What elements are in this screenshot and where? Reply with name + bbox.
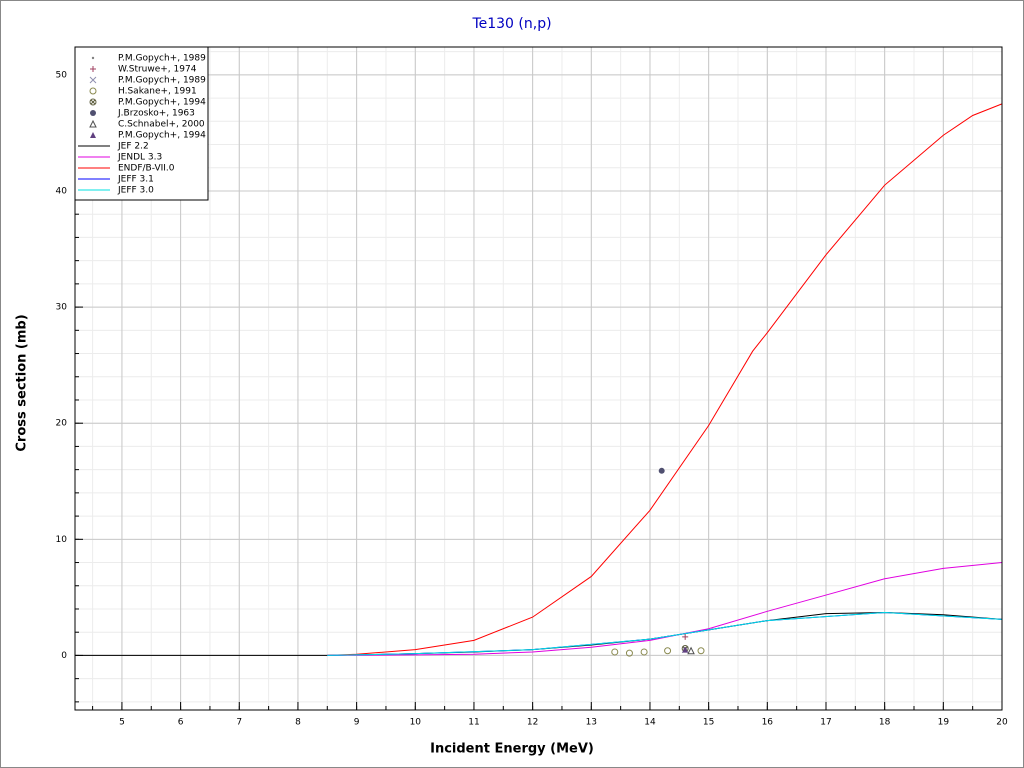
plot-area (75, 47, 1002, 710)
marker-filled-triangle (682, 646, 689, 653)
plot-border (74, 46, 1003, 711)
legend-label: H.Sakane+, 1991 (118, 87, 197, 97)
legend-label: ENDF/B-VII.0 (118, 164, 175, 174)
marker-circle (611, 648, 619, 656)
marks (75, 103, 1003, 657)
x-axis-label: Incident Energy (MeV) (430, 742, 594, 757)
y-tick-label: 30 (56, 303, 68, 313)
y-tick-label: 10 (56, 535, 68, 545)
marker-plus (90, 66, 96, 72)
marker-circle (89, 87, 97, 95)
x-tick-label: 14 (644, 718, 656, 728)
marker-circle-x (89, 98, 97, 106)
marker-triangle (687, 646, 695, 655)
x-tick-label: 15 (703, 718, 714, 728)
series-line (327, 103, 1003, 656)
legend-label: P.M.Gopych+, 1994 (118, 98, 206, 108)
marker-filled-circle (90, 110, 96, 116)
x-tick-label: 11 (468, 718, 479, 728)
marker-filled-circle (658, 467, 665, 474)
x-tick-label: 10 (410, 718, 422, 728)
series-line (327, 611, 1003, 656)
y-tick-label: 50 (56, 70, 68, 80)
legend-label: P.M.Gopych+, 1989 (118, 76, 206, 86)
marker-dot (91, 56, 95, 60)
marker-circle (625, 649, 633, 657)
marker-plus (682, 633, 689, 640)
marker-circle (697, 647, 705, 655)
y-tick-label: 0 (61, 651, 67, 661)
x-tick-label: 9 (354, 718, 360, 728)
x-tick-label: 17 (820, 718, 831, 728)
legend-label: W.Struwe+, 1974 (118, 65, 197, 75)
x-tick-label: 20 (996, 718, 1008, 728)
legend-label: J.Brzosko+, 1963 (117, 109, 195, 119)
x-tick-label: 12 (527, 718, 538, 728)
x-tick-label: 5 (119, 718, 125, 728)
x-tick-label: 6 (178, 718, 184, 728)
legend-label: JENDL 3.3 (117, 153, 162, 163)
legend-box (74, 46, 209, 201)
chart-title: Te130 (n,p) (471, 16, 551, 32)
legend-label: JEFF 3.1 (117, 175, 154, 185)
x-tick-label: 18 (879, 718, 891, 728)
x-tick-label: 8 (295, 718, 301, 728)
marker-cross (89, 76, 97, 84)
marker-circle (664, 647, 672, 655)
marker-triangle (89, 119, 97, 128)
legend-label: JEFF 3.0 (117, 186, 154, 196)
marker-circle (640, 648, 648, 656)
y-tick-label: 40 (56, 186, 68, 196)
x-tick-label: 7 (236, 718, 242, 728)
x-tick-label: 16 (762, 718, 774, 728)
legend-label: P.M.Gopych+, 1994 (118, 131, 206, 141)
y-axis-label: Cross section (mb) (15, 314, 30, 451)
legend-label: P.M.Gopych+, 1989 (118, 54, 206, 64)
grid (75, 47, 1003, 710)
legend-label: C.Schnabel+, 2000 (118, 120, 205, 130)
x-tick-label: 19 (938, 718, 950, 728)
marker-filled-triangle (90, 132, 96, 138)
x-tick-label: 13 (586, 718, 597, 728)
legend-label: JEF 2.2 (117, 142, 149, 152)
y-tick-label: 20 (56, 419, 68, 429)
